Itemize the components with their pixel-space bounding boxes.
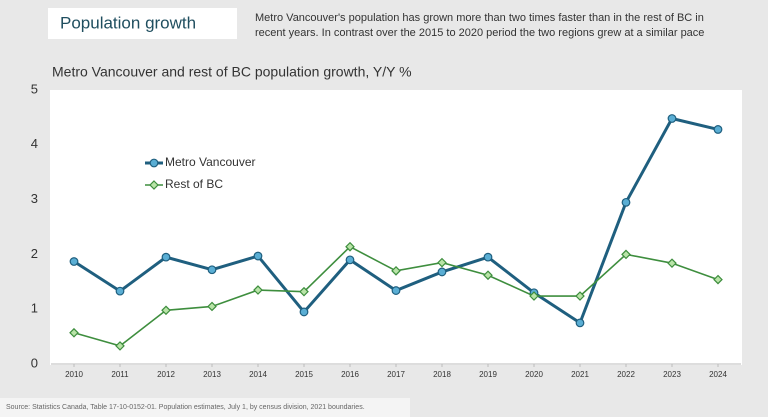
data-point <box>667 258 677 269</box>
x-tick-label: 2016 <box>341 370 359 379</box>
data-point <box>253 251 263 261</box>
data-point <box>115 286 125 296</box>
chart-title: Metro Vancouver and rest of BC populatio… <box>52 64 412 80</box>
x-tick-label: 2010 <box>65 370 83 379</box>
legend-label: Rest of BC <box>165 177 223 191</box>
y-tick-label: 1 <box>31 301 38 316</box>
x-tick-label: 2021 <box>571 370 589 379</box>
data-point <box>299 286 309 297</box>
data-point <box>621 249 631 260</box>
data-point <box>345 241 355 252</box>
x-tick-label: 2024 <box>709 370 727 379</box>
description: Metro Vancouver's population has grown m… <box>255 12 704 24</box>
description: recent years. In contrast over the 2015 … <box>255 27 704 39</box>
data-point <box>713 125 723 134</box>
x-tick-label: 2019 <box>479 370 497 379</box>
data-point <box>207 301 217 312</box>
legend-marker <box>149 180 159 190</box>
x-tick-label: 2012 <box>157 370 175 379</box>
data-point <box>529 291 539 301</box>
data-point <box>299 307 309 317</box>
x-tick-label: 2015 <box>295 370 313 379</box>
legend-marker <box>149 158 159 168</box>
x-tick-label: 2014 <box>249 370 267 379</box>
data-point <box>437 267 447 277</box>
data-point <box>391 286 401 295</box>
data-point <box>207 265 217 275</box>
y-tick-label: 3 <box>31 191 38 206</box>
x-tick-label: 2023 <box>663 370 681 379</box>
y-tick-label: 5 <box>31 81 38 96</box>
x-tick-label: 2022 <box>617 370 635 379</box>
y-tick-label: 4 <box>31 136 38 151</box>
source: Source: Statistics Canada, Table 17-10-0… <box>6 404 365 411</box>
data-point <box>69 327 79 338</box>
data-point <box>575 291 585 301</box>
data-point <box>713 274 723 285</box>
data-point <box>161 252 171 262</box>
data-point <box>69 257 79 266</box>
data-point <box>483 270 493 281</box>
plot-area <box>50 90 742 365</box>
data-point <box>345 255 355 265</box>
legend-label: Metro Vancouver <box>165 155 256 169</box>
x-tick-label: 2013 <box>203 370 221 379</box>
title-box <box>48 8 237 39</box>
page-title: Population growth <box>60 13 196 32</box>
data-point <box>437 257 447 268</box>
data-point <box>667 114 677 123</box>
data-point <box>161 305 171 316</box>
data-point <box>391 265 401 276</box>
data-point <box>253 285 263 295</box>
source-box <box>0 398 410 417</box>
data-point <box>621 197 631 207</box>
x-tick-label: 2018 <box>433 370 451 379</box>
data-point <box>483 252 493 262</box>
x-tick-label: 2011 <box>111 370 129 379</box>
x-tick-label: 2017 <box>387 370 405 379</box>
data-point <box>575 318 585 328</box>
x-tick-label: 2020 <box>525 370 543 379</box>
data-point <box>115 341 125 351</box>
y-tick-label: 0 <box>31 355 38 370</box>
y-tick-label: 2 <box>31 246 38 261</box>
